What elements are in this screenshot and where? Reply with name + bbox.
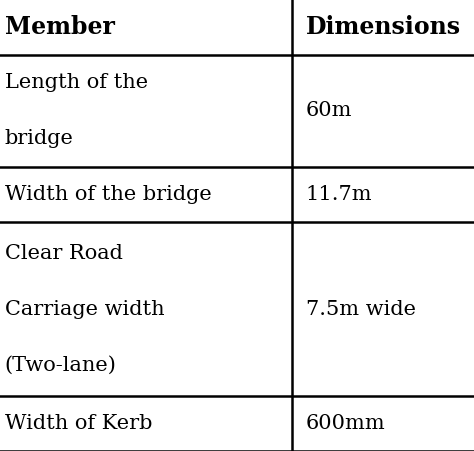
Text: Width of the bridge: Width of the bridge [5, 185, 211, 204]
Text: 60m: 60m [306, 101, 352, 120]
Text: 7.5m wide: 7.5m wide [306, 299, 416, 319]
Text: Member: Member [5, 15, 115, 39]
Text: 11.7m: 11.7m [306, 185, 373, 204]
Text: 600mm: 600mm [306, 414, 385, 433]
Text: Width of Kerb: Width of Kerb [5, 414, 152, 433]
Text: Length of the

bridge: Length of the bridge [5, 74, 148, 148]
Text: Dimensions: Dimensions [306, 15, 461, 39]
Text: Clear Road

Carriage width

(Two-lane): Clear Road Carriage width (Two-lane) [5, 244, 164, 375]
